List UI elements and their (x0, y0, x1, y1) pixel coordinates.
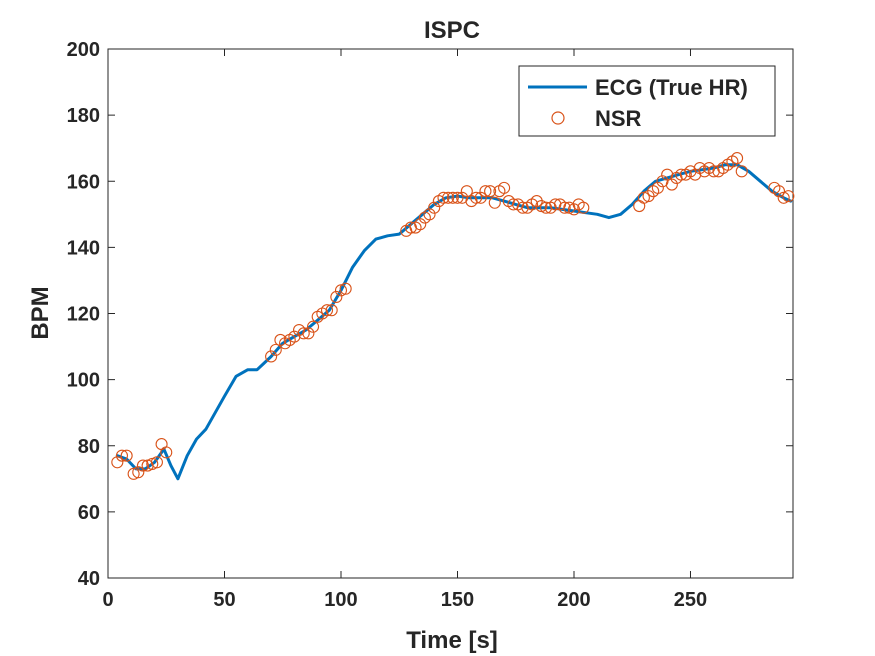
nsr-point (498, 181, 511, 194)
nsr-point (460, 185, 473, 198)
x-tick-label: 250 (674, 589, 707, 611)
x-tick-label: 200 (557, 589, 590, 611)
nsr-point (150, 456, 163, 469)
y-tick-label: 140 (67, 237, 100, 259)
x-tick-label: 50 (213, 589, 235, 611)
legend: ECG (True HR) NSR (518, 65, 776, 137)
plot-area: 0 50 100 150 200 250 40 60 80 100 120 140 160 180 200 (67, 39, 795, 611)
nsr-point (782, 190, 795, 203)
nsr-point (111, 456, 124, 469)
nsr-point (306, 320, 320, 333)
nsr-point (330, 290, 343, 304)
nsr-point (451, 191, 464, 204)
legend-label-nsr: NSR (595, 106, 642, 131)
nsr-point (731, 152, 744, 165)
nsr-point (136, 459, 149, 472)
chart-title: ISPC (424, 17, 480, 44)
nsr-point (302, 327, 315, 340)
nsr-point (414, 218, 427, 231)
y-tick-label: 180 (67, 105, 100, 127)
nsr-point (665, 178, 678, 191)
legend-marker-swatch (551, 111, 565, 125)
nsr-point (115, 449, 129, 462)
y-tick-label: 80 (78, 436, 100, 458)
y-tick-label: 200 (67, 39, 100, 61)
x-tick-label: 0 (102, 589, 113, 611)
nsr-point (442, 191, 455, 204)
nsr-point (132, 466, 145, 479)
nsr-point (474, 191, 487, 204)
nsr-point (160, 446, 173, 459)
nsr-point (320, 304, 334, 317)
y-tick-label: 120 (67, 304, 100, 326)
nsr-point (651, 181, 664, 194)
nsr-point (297, 327, 310, 340)
nsr-point (423, 208, 436, 221)
nsr-point (446, 191, 459, 204)
nsr-point (428, 201, 441, 214)
nsr-point (479, 185, 492, 198)
y-tick-label: 60 (78, 502, 100, 524)
axes-box (107, 48, 794, 579)
nsr-point (437, 191, 450, 204)
x-axis-label: Time [s] (406, 627, 498, 654)
legend-box (518, 65, 776, 137)
x-tick-label: 150 (441, 589, 474, 611)
nsr-point (120, 449, 133, 462)
nsr-point (577, 201, 590, 214)
y-axis-label: BPM (27, 286, 54, 339)
nsr-point (339, 282, 352, 295)
nsr-point (558, 201, 571, 214)
nsr-point (265, 350, 278, 363)
x-tick-label: 100 (324, 589, 357, 611)
y-tick-label: 100 (67, 370, 100, 392)
nsr-point (470, 191, 483, 204)
nsr-point (484, 185, 497, 198)
y-tick-label: 160 (67, 171, 100, 193)
legend-label-ecg: ECG (True HR) (595, 75, 748, 100)
nsr-point (735, 165, 748, 178)
nsr-point (488, 196, 501, 209)
y-tick-label: 40 (78, 568, 100, 590)
nsr-point (269, 343, 282, 356)
nsr-point (772, 185, 786, 198)
nsr-point (325, 304, 338, 317)
